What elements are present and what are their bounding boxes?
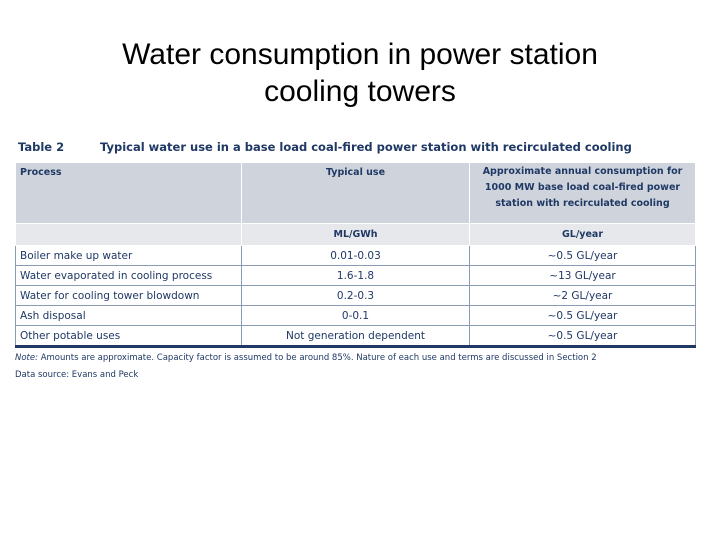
slide-title: Water consumption in power station cooli… xyxy=(0,36,720,110)
table-figure: Table 2 Typical water use in a base load… xyxy=(15,140,696,382)
cell-annual: ~0.5 GL/year xyxy=(469,245,696,266)
table-row: Water evaporated in cooling process 1.6-… xyxy=(15,265,696,286)
table-row: Other potable uses Not generation depend… xyxy=(15,325,696,348)
table-row: Boiler make up water 0.01-0.03 ~0.5 GL/y… xyxy=(15,245,696,266)
cell-annual: ~2 GL/year xyxy=(469,285,696,306)
column-header-typical-use: Typical use xyxy=(241,162,470,224)
cell-process: Ash disposal xyxy=(15,305,242,326)
table-units-row: ML/GWh GL/year xyxy=(15,223,696,246)
cell-annual: ~0.5 GL/year xyxy=(469,325,696,348)
data-source: Data source: Evans and Peck xyxy=(15,370,139,380)
table-caption: Typical water use in a base load coal-fi… xyxy=(100,140,632,154)
cell-process: Boiler make up water xyxy=(15,245,242,266)
cell-typical-use: 0.01-0.03 xyxy=(241,245,470,266)
cell-annual: ~13 GL/year xyxy=(469,265,696,286)
slide-title-line-1: Water consumption in power station xyxy=(122,38,598,71)
note-text: Amounts are approximate. Capacity factor… xyxy=(40,353,597,363)
table-number: Table 2 xyxy=(18,140,65,154)
table-header-row: Process Typical use Approximate annual c… xyxy=(15,162,696,224)
table-note: Note: Amounts are approximate. Capacity … xyxy=(15,352,695,365)
cell-process: Other potable uses xyxy=(15,325,242,348)
column-header-annual-consumption: Approximate annual consumption for 1000 … xyxy=(469,162,696,224)
table-row: Water for cooling tower blowdown 0.2-0.3… xyxy=(15,285,696,306)
cell-typical-use: 0-0.1 xyxy=(241,305,470,326)
table-heading: Table 2 Typical water use in a base load… xyxy=(15,140,695,162)
table-row: Ash disposal 0-0.1 ~0.5 GL/year xyxy=(15,305,696,326)
cell-typical-use: 0.2-0.3 xyxy=(241,285,470,306)
cell-typical-use: Not generation dependent xyxy=(241,325,470,348)
note-label: Note: xyxy=(15,353,38,363)
slide-title-line-2: cooling towers xyxy=(264,75,456,108)
cell-annual: ~0.5 GL/year xyxy=(469,305,696,326)
unit-typical-use: ML/GWh xyxy=(241,223,470,246)
column-header-process: Process xyxy=(15,162,242,224)
cell-process: Water evaporated in cooling process xyxy=(15,265,242,286)
water-use-table: Process Typical use Approximate annual c… xyxy=(15,162,696,348)
cell-process: Water for cooling tower blowdown xyxy=(15,285,242,306)
unit-process xyxy=(15,223,242,246)
unit-annual: GL/year xyxy=(469,223,696,246)
cell-typical-use: 1.6-1.8 xyxy=(241,265,470,286)
